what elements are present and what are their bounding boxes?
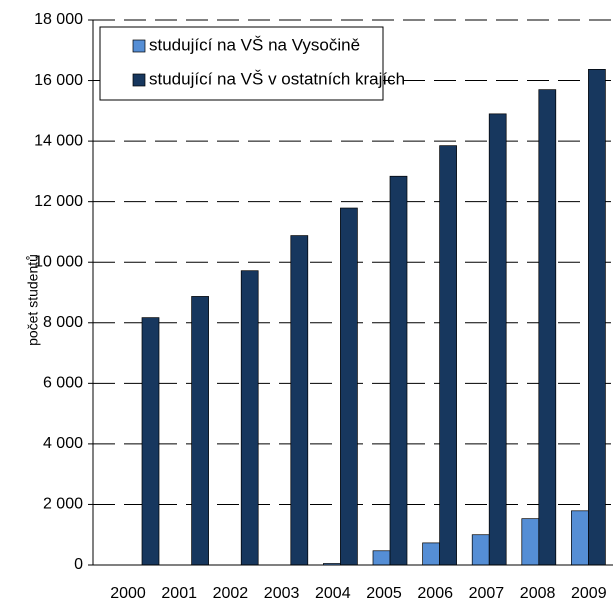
y-tick-label: 6 000 bbox=[43, 375, 83, 392]
legend-swatch bbox=[132, 73, 146, 87]
bar bbox=[588, 69, 606, 566]
x-tick-label: 2008 bbox=[520, 585, 556, 602]
bar bbox=[538, 89, 557, 566]
y-tick-label: 4 000 bbox=[43, 435, 83, 452]
legend-swatch bbox=[132, 39, 146, 53]
x-tick-label: 2000 bbox=[110, 585, 146, 602]
bar bbox=[471, 534, 490, 566]
y-tick-label: 2 000 bbox=[43, 496, 83, 513]
bar bbox=[340, 207, 358, 566]
bar bbox=[389, 175, 408, 566]
y-tick-label: 18 000 bbox=[34, 11, 83, 28]
y-tick-label: 8 000 bbox=[43, 314, 83, 331]
bar bbox=[439, 145, 457, 566]
bar bbox=[191, 296, 209, 566]
x-tick-label: 2005 bbox=[366, 585, 402, 602]
y-tick-label: 16 000 bbox=[34, 72, 83, 89]
x-tick-label: 2009 bbox=[571, 585, 607, 602]
x-tick-label: 2007 bbox=[469, 585, 505, 602]
x-tick-label: 2001 bbox=[161, 585, 197, 602]
y-tick-label: 0 bbox=[74, 556, 83, 573]
x-tick-label: 2002 bbox=[213, 585, 249, 602]
legend-box bbox=[99, 26, 384, 101]
y-tick-label: 14 000 bbox=[34, 132, 83, 149]
legend-label: studující na VŠ na Vysočině bbox=[149, 35, 360, 54]
x-tick-label: 2004 bbox=[315, 585, 351, 602]
bar bbox=[521, 518, 540, 566]
x-tick-label: 2006 bbox=[417, 585, 453, 602]
bar bbox=[422, 542, 440, 566]
bar bbox=[488, 113, 507, 566]
y-axis-label: počet studentů bbox=[25, 254, 41, 346]
legend-label: studující na VŠ v ostatních krajích bbox=[149, 69, 405, 88]
bar bbox=[141, 317, 160, 566]
bar bbox=[372, 550, 391, 566]
y-tick-label: 10 000 bbox=[34, 253, 83, 270]
x-tick-label: 2003 bbox=[264, 585, 300, 602]
y-tick-label: 12 000 bbox=[34, 193, 83, 210]
bar bbox=[571, 510, 589, 566]
bar bbox=[290, 235, 309, 566]
bar bbox=[240, 270, 259, 566]
